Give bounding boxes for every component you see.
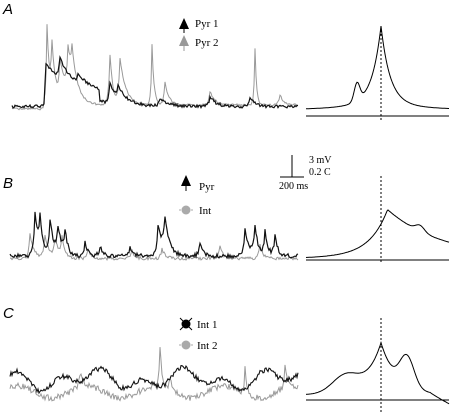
circle-icon — [181, 340, 191, 350]
panel-letter-a: A — [2, 1, 13, 18]
trace-a-pyr-1 — [11, 55, 299, 109]
panel-letter-b: B — [3, 175, 13, 192]
scale-bar-time: 200 ms — [279, 181, 308, 192]
panel-a: A Pyr 1 Pyr 2 — [2, 1, 449, 122]
legend-b-item-1: Pyr — [181, 175, 215, 193]
triangle-up-icon — [179, 18, 189, 29]
triangle-up-icon — [181, 175, 191, 186]
legend-b-label-1: Pyr — [199, 181, 215, 193]
scale-bar-correlation: 0.2 C — [309, 167, 331, 178]
legend-c-label-2: Int 2 — [197, 340, 217, 352]
cross-correlation-c — [305, 341, 450, 405]
scale-bar: 3 mV 0.2 C 200 ms — [279, 155, 332, 192]
legend-c-item-2: Int 2 — [179, 340, 217, 352]
cross-correlation-a — [305, 25, 449, 110]
legend-a-item-2: Pyr 2 — [179, 35, 219, 51]
cross-correlation-b — [305, 209, 450, 258]
legend-b-item-2: Int — [179, 205, 211, 217]
legend-c-item-1: Int 1 — [179, 317, 217, 331]
circle-icon — [181, 205, 191, 215]
scale-bar-voltage: 3 mV — [309, 155, 332, 166]
panel-letter-c: C — [3, 305, 14, 322]
legend-c-label-1: Int 1 — [197, 319, 217, 331]
panel-b: B Pyr Int 3 mV 0.2 C 200 ms — [3, 155, 450, 264]
legend-c-cross-2 — [179, 317, 193, 331]
legend-a-item-1: Pyr 1 — [179, 18, 219, 33]
trace-c-int-2 — [9, 347, 299, 402]
legend-a-label-2: Pyr 2 — [195, 37, 219, 49]
trace-b-pyr — [9, 211, 299, 260]
legend-a-label-1: Pyr 1 — [195, 18, 219, 30]
trace-c-int-1 — [9, 364, 299, 395]
panel-c: C Int 1 Int 2 — [3, 305, 450, 414]
legend-b-label-2: Int — [199, 205, 211, 217]
trace-a-pyr-2 — [11, 24, 299, 111]
triangle-up-icon — [179, 35, 189, 46]
trace-b-int — [9, 233, 299, 262]
